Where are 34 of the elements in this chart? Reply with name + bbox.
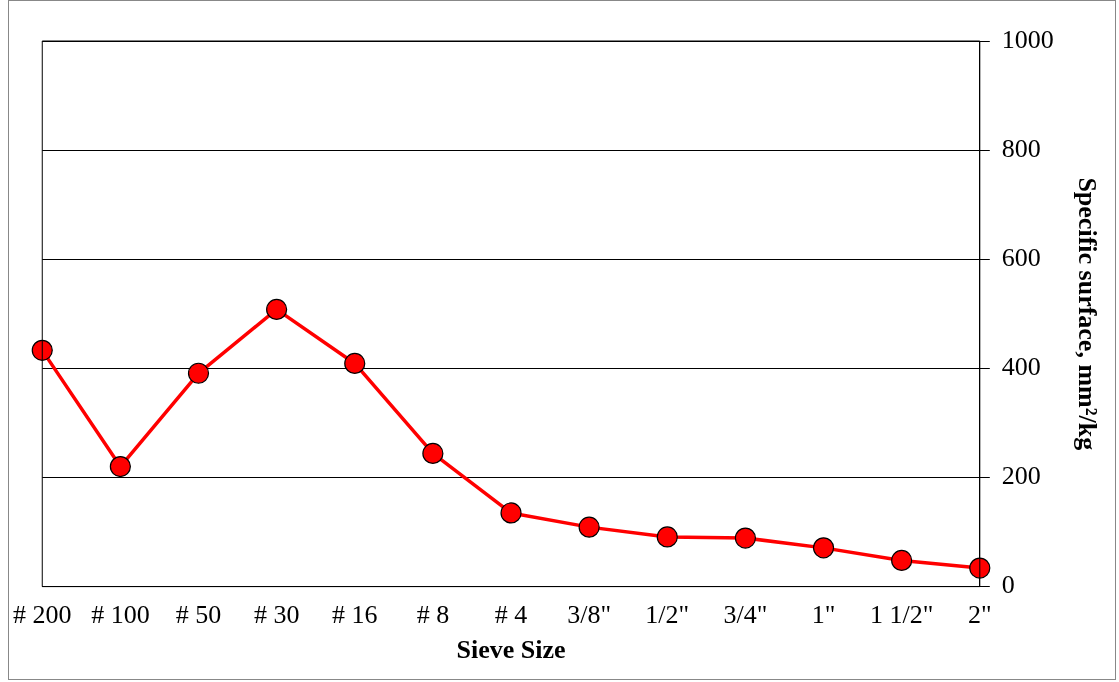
point (344, 352, 366, 375)
x-tick-label: 1" (811, 600, 836, 630)
point (734, 527, 757, 549)
x-tick-label: # 100 (91, 600, 150, 630)
point (578, 516, 600, 538)
point (109, 455, 131, 478)
point (187, 362, 210, 384)
x-axis-title: Sieve Size (456, 635, 566, 665)
x-tick-label: 3/4" (723, 600, 768, 630)
y-tick-label: 1000 (1001, 24, 1054, 54)
x-tick-label: 3/8" (567, 600, 612, 630)
y-tick-label: 600 (1001, 243, 1041, 273)
x-tick-label: # 16 (332, 600, 378, 630)
x-tick-label: # 30 (253, 600, 300, 630)
point (812, 537, 835, 559)
x-tick-label: # 50 (175, 600, 222, 630)
y-tick-label: 800 (1001, 133, 1041, 163)
x-tick-label: 1 1/2" (870, 600, 934, 630)
y-tick-label: 200 (1001, 461, 1041, 491)
point (891, 549, 913, 572)
point (31, 339, 53, 361)
y-tick-label: 400 (1001, 352, 1041, 382)
point (656, 526, 678, 548)
x-tick-label: # 4 (494, 600, 528, 630)
y-tick-label: 0 (1001, 570, 1015, 600)
point (422, 442, 444, 465)
point (969, 557, 991, 579)
point (266, 298, 288, 321)
x-tick-label: 2" (967, 600, 992, 630)
x-tick-label: # 200 (13, 600, 72, 630)
y-axis-title: Specific surface, mm²/kg (1072, 177, 1102, 451)
x-tick-label: 1/2" (645, 600, 690, 630)
point (500, 502, 522, 524)
x-tick-label: # 8 (416, 600, 450, 630)
